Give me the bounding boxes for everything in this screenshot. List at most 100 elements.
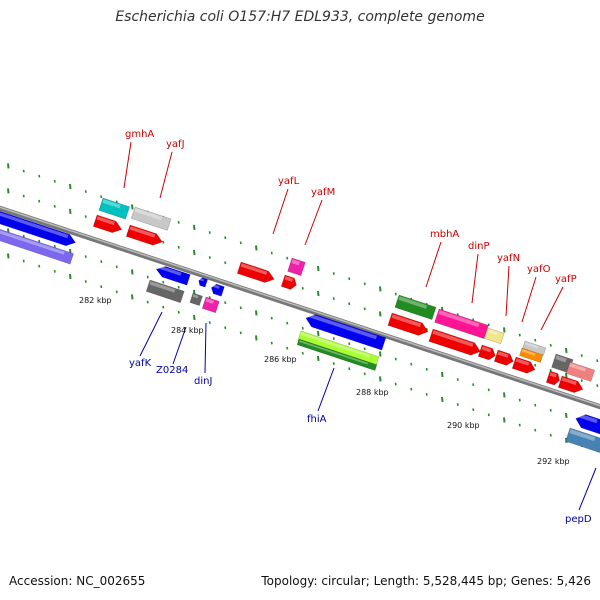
gene-feature <box>211 283 225 297</box>
tick-mark <box>441 396 444 403</box>
tick-mark <box>565 347 568 354</box>
tick-mark <box>425 392 428 396</box>
forward-gene-label[interactable]: yafP <box>555 274 577 285</box>
leader-line <box>204 322 207 374</box>
tick-mark <box>379 376 382 382</box>
tick-mark <box>565 412 568 419</box>
tick-mark <box>208 256 211 259</box>
tick-mark <box>100 285 103 289</box>
leader-line <box>505 265 510 317</box>
tick-mark <box>84 190 87 193</box>
tick-mark <box>503 392 506 398</box>
forward-gene-label[interactable]: yafO <box>527 264 551 275</box>
tick-mark <box>146 300 149 304</box>
reverse-gene-label[interactable]: fhiA <box>307 414 327 425</box>
tick-mark <box>379 311 382 317</box>
tick-mark <box>22 169 25 173</box>
tick-mark <box>301 351 304 355</box>
forward-gene-label[interactable]: yafN <box>497 253 520 264</box>
tick-mark <box>394 382 397 386</box>
tick-mark <box>410 362 413 366</box>
tick-mark <box>348 367 351 371</box>
leader-line <box>304 199 323 246</box>
gene-feature <box>519 347 544 363</box>
leader-lines <box>123 141 597 511</box>
gene-feature <box>125 224 163 246</box>
tick-mark <box>193 224 196 231</box>
genome-summary-text: Topology: circular; Length: 5,528,445 bp… <box>261 574 591 588</box>
forward-gene-label[interactable]: gmhA <box>125 129 154 140</box>
forward-gene-label[interactable]: dinP <box>468 241 490 252</box>
gene-feature <box>428 328 481 356</box>
tick-mark <box>518 423 521 427</box>
tick-mark <box>193 314 196 321</box>
tick-mark <box>224 261 227 265</box>
tick-mark <box>317 290 320 297</box>
reverse-gene-label[interactable]: dinJ <box>194 376 212 387</box>
reverse-gene-label[interactable]: Z0284 <box>156 365 188 376</box>
gene-feature <box>201 296 220 314</box>
gene-feature <box>0 225 74 265</box>
leader-line <box>540 286 564 331</box>
gene-feature <box>434 308 489 339</box>
tick-mark <box>270 341 273 345</box>
tick-mark <box>224 236 227 240</box>
tick-mark <box>162 305 165 309</box>
tick-mark <box>286 346 289 350</box>
tick-mark <box>363 372 366 376</box>
forward-gene-label[interactable]: yafM <box>311 187 335 198</box>
tick-mark <box>38 264 41 268</box>
scale-tick-label: 288 kbp <box>356 388 389 397</box>
tick-mark <box>22 194 25 198</box>
tick-mark <box>363 282 366 286</box>
accession-text: Accession: NC_002655 <box>9 574 146 588</box>
gene-label-layer: gmhA yafJ yafL yafM mbhA dinP yafN yafO yafP yafK… <box>125 129 592 525</box>
gene-feature <box>477 344 496 361</box>
gene-feature <box>287 257 306 277</box>
tick-mark <box>549 433 552 437</box>
tick-mark <box>239 241 242 245</box>
gene-feature <box>522 340 547 356</box>
tick-mark <box>162 240 165 244</box>
scale-label-layer: 282 kbp 284 kbp 286 kbp 288 kbp 290 kbp 292 k… <box>79 296 570 466</box>
tick-mark <box>255 245 258 251</box>
gene-feature <box>493 349 514 366</box>
leader-line <box>521 276 537 323</box>
tick-mark <box>549 368 552 372</box>
tick-mark <box>162 280 165 284</box>
gene-feature <box>305 313 387 351</box>
tick-mark <box>456 378 459 381</box>
forward-gene-label[interactable]: yafJ <box>166 139 185 150</box>
tick-mark <box>38 239 41 243</box>
page-title: Escherichia coli O157:H7 EDL933, complet… <box>115 9 485 25</box>
tick-mark <box>53 179 56 183</box>
reverse-gene-label[interactable]: pepD <box>565 514 592 525</box>
tick-mark <box>84 280 87 283</box>
leader-line <box>471 253 479 304</box>
leader-line <box>425 241 442 288</box>
leader-line <box>123 141 132 189</box>
tick-mark <box>503 417 506 423</box>
tick-mark <box>518 398 521 402</box>
tick-mark <box>534 338 537 342</box>
tick-mark <box>518 333 521 337</box>
tick-mark <box>317 355 320 362</box>
tick-mark <box>177 310 180 314</box>
tick-mark <box>596 359 599 363</box>
gene-feature <box>394 294 437 320</box>
gene-feature <box>575 413 600 436</box>
tick-mark <box>270 316 273 320</box>
forward-gene-label[interactable]: mbhA <box>430 229 459 240</box>
gene-feature <box>236 261 275 283</box>
reverse-gene-label[interactable]: yafK <box>129 358 152 369</box>
tick-mark <box>487 323 490 327</box>
gene-feature <box>155 265 191 286</box>
gene-feature <box>296 338 378 371</box>
genome-backbone-highlight <box>0 206 600 407</box>
gene-feature <box>557 375 584 393</box>
gene-feature <box>565 361 596 382</box>
forward-gene-label[interactable]: yafL <box>278 176 300 187</box>
tick-mark <box>69 183 72 190</box>
tick-mark <box>84 215 87 218</box>
tick-mark <box>177 220 180 224</box>
